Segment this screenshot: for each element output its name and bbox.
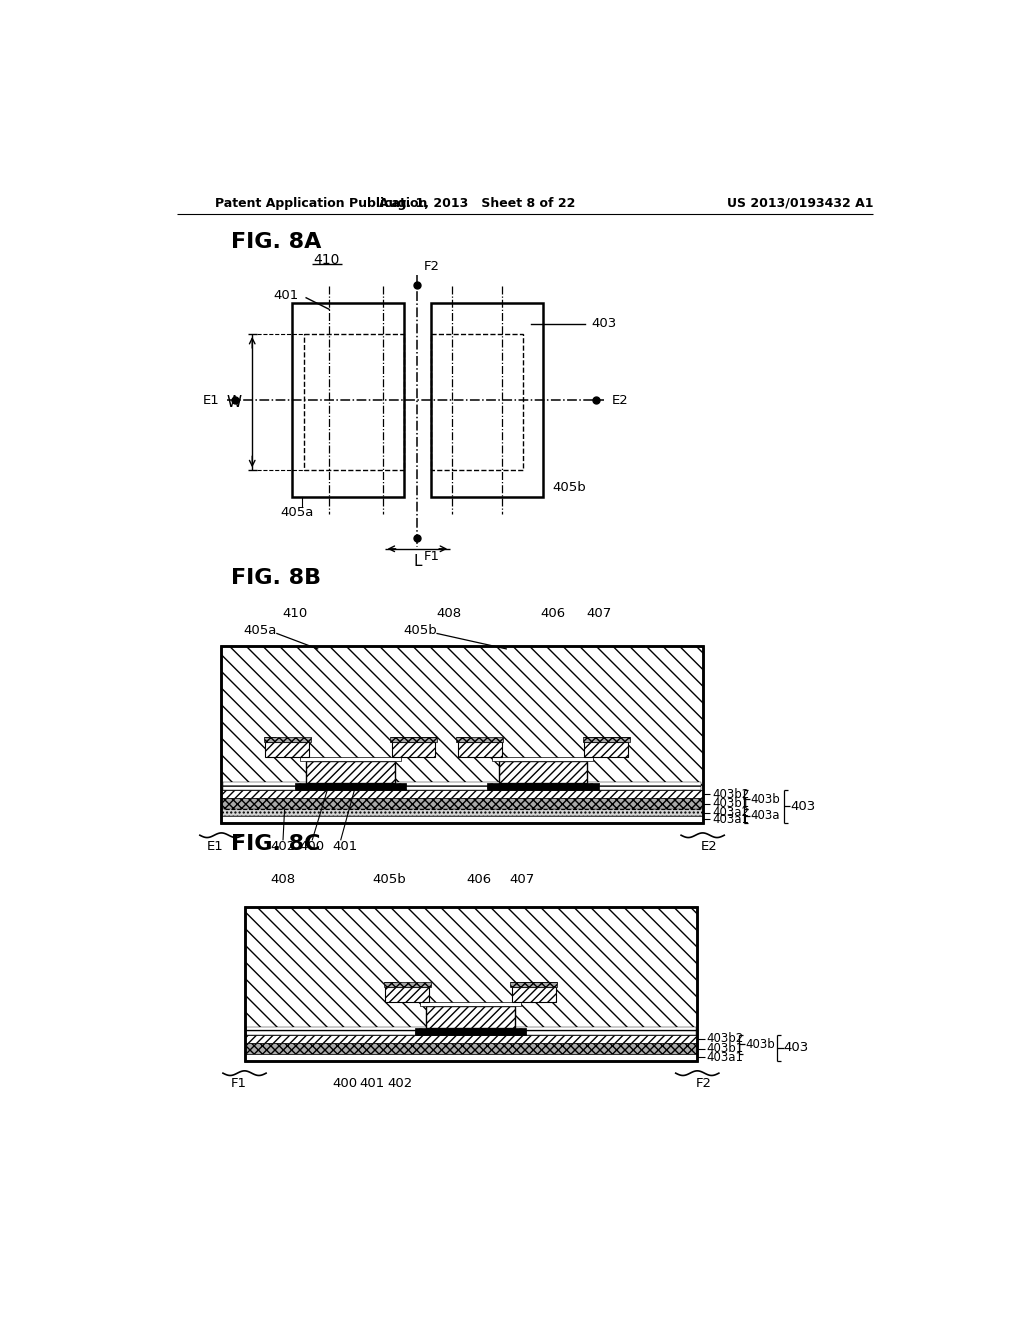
Text: 405b: 405b bbox=[403, 624, 437, 638]
Text: W: W bbox=[226, 395, 242, 409]
Text: 403a: 403a bbox=[751, 809, 780, 822]
Text: 401: 401 bbox=[359, 1077, 384, 1090]
Bar bbox=[245, 907, 697, 1061]
Bar bbox=[306, 762, 394, 783]
Text: 400: 400 bbox=[332, 1077, 357, 1090]
Bar bbox=[415, 1028, 526, 1035]
Text: 407: 407 bbox=[586, 607, 611, 620]
Bar bbox=[221, 645, 702, 822]
Bar bbox=[245, 907, 697, 1035]
Text: 403a2: 403a2 bbox=[712, 807, 749, 818]
Bar bbox=[221, 645, 702, 789]
Bar bbox=[431, 304, 543, 498]
Text: 403: 403 bbox=[591, 317, 616, 330]
Text: FIG. 8C: FIG. 8C bbox=[230, 834, 321, 854]
Bar bbox=[223, 781, 701, 789]
Bar bbox=[221, 645, 702, 822]
Text: F2: F2 bbox=[695, 1077, 712, 1090]
Text: 410: 410 bbox=[282, 607, 307, 620]
Text: 402: 402 bbox=[270, 840, 296, 853]
Text: 403b: 403b bbox=[745, 1038, 775, 1051]
Bar bbox=[292, 304, 403, 498]
Bar bbox=[245, 1035, 697, 1043]
Bar bbox=[493, 758, 593, 762]
Text: 401: 401 bbox=[332, 840, 357, 853]
Bar bbox=[221, 645, 702, 822]
Text: Aug. 1, 2013   Sheet 8 of 22: Aug. 1, 2013 Sheet 8 of 22 bbox=[379, 197, 575, 210]
Text: 403: 403 bbox=[791, 800, 816, 813]
Text: E2: E2 bbox=[700, 840, 717, 853]
Text: US 2013/0193432 A1: US 2013/0193432 A1 bbox=[727, 197, 873, 210]
Bar bbox=[265, 742, 309, 758]
Text: 403a1: 403a1 bbox=[707, 1051, 743, 1064]
Bar bbox=[584, 742, 628, 758]
Text: 408: 408 bbox=[270, 874, 296, 887]
Text: 400: 400 bbox=[300, 840, 325, 853]
Text: Patent Application Publication: Patent Application Publication bbox=[215, 197, 428, 210]
Text: 405b: 405b bbox=[373, 874, 407, 887]
Bar bbox=[300, 758, 400, 762]
Text: 403a1: 403a1 bbox=[712, 813, 749, 826]
Bar bbox=[295, 783, 407, 789]
Bar bbox=[426, 1006, 515, 1028]
Bar bbox=[221, 799, 702, 809]
Bar bbox=[384, 982, 431, 987]
Bar bbox=[420, 1002, 521, 1006]
Bar bbox=[431, 334, 523, 470]
Bar bbox=[583, 737, 630, 742]
Text: E1: E1 bbox=[203, 393, 219, 407]
Bar bbox=[458, 742, 502, 758]
Bar bbox=[221, 809, 702, 816]
Text: 403b: 403b bbox=[751, 793, 780, 807]
Text: 405b: 405b bbox=[553, 482, 587, 495]
Text: F2: F2 bbox=[424, 260, 439, 273]
Bar bbox=[512, 987, 556, 1002]
Text: F1: F1 bbox=[424, 550, 439, 564]
Bar bbox=[390, 737, 437, 742]
Bar bbox=[245, 907, 697, 1061]
Text: 408: 408 bbox=[436, 607, 461, 620]
Bar bbox=[457, 737, 503, 742]
Bar bbox=[264, 737, 310, 742]
Bar bbox=[499, 762, 587, 783]
Bar bbox=[221, 816, 702, 822]
Text: F1: F1 bbox=[230, 1077, 247, 1090]
Text: 403b1: 403b1 bbox=[707, 1041, 743, 1055]
Bar bbox=[304, 334, 403, 470]
Text: FIG. 8A: FIG. 8A bbox=[230, 231, 322, 252]
Bar bbox=[221, 789, 702, 799]
Text: FIG. 8B: FIG. 8B bbox=[230, 568, 321, 587]
Text: 405a: 405a bbox=[281, 507, 314, 520]
Text: 403b1: 403b1 bbox=[712, 797, 750, 810]
Bar bbox=[245, 1043, 697, 1053]
Text: 403: 403 bbox=[783, 1041, 809, 1055]
Bar bbox=[391, 742, 435, 758]
Bar bbox=[510, 982, 557, 987]
Text: 405a: 405a bbox=[244, 624, 276, 638]
Text: E2: E2 bbox=[611, 393, 629, 407]
Text: 403b2: 403b2 bbox=[707, 1032, 743, 1045]
Text: 403b2: 403b2 bbox=[712, 788, 750, 800]
Bar bbox=[487, 783, 599, 789]
Text: 406: 406 bbox=[467, 874, 492, 887]
Text: L: L bbox=[413, 553, 422, 569]
Text: 406: 406 bbox=[540, 607, 565, 620]
Bar bbox=[385, 987, 429, 1002]
Text: 402: 402 bbox=[387, 1077, 413, 1090]
Text: 410: 410 bbox=[313, 253, 340, 267]
Text: E1: E1 bbox=[207, 840, 223, 853]
Text: 407: 407 bbox=[509, 874, 535, 887]
Bar bbox=[245, 907, 697, 1061]
Bar bbox=[245, 1053, 697, 1061]
Bar bbox=[246, 1027, 695, 1035]
Text: 401: 401 bbox=[273, 289, 298, 302]
